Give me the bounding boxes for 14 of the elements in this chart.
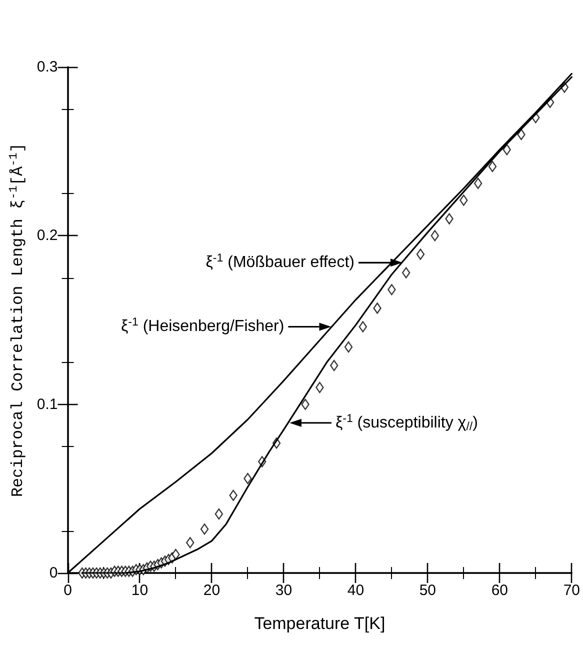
x-tick-label: 10	[131, 582, 148, 599]
y-tick-label: 0.3	[36, 58, 58, 76]
x-tick-label: 20	[203, 582, 220, 599]
x-tick-label: 0	[64, 582, 72, 599]
x-tick-label: 70	[563, 582, 580, 599]
y-tick-label: 0	[49, 564, 58, 582]
y-tick-label: 0.1	[36, 396, 58, 413]
x-axis-title: Temperature T[K]	[254, 614, 386, 633]
x-tick-label: 40	[347, 582, 364, 599]
x-tick-label: 30	[275, 582, 292, 599]
y-tick-label: 0.2	[36, 227, 58, 244]
x-tick-label: 50	[419, 582, 436, 599]
x-tick-label: 60	[491, 582, 508, 599]
y-axis-title: Reciprocal Correlation Length ξ-1[Å-1]	[8, 142, 27, 498]
